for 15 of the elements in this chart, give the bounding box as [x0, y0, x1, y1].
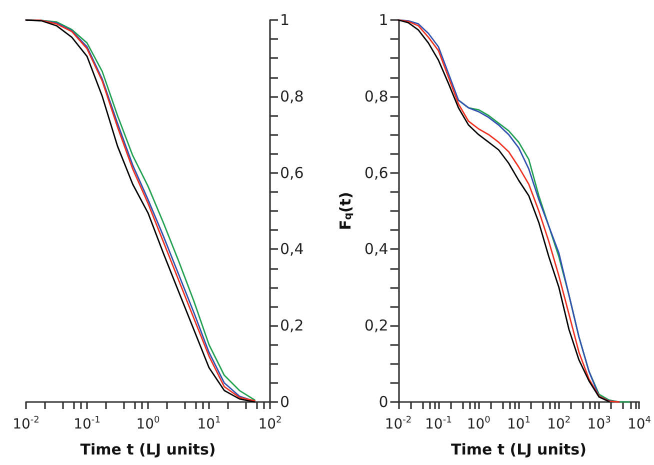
- y-tick-label: 0: [280, 393, 290, 411]
- y-tick-label: 1: [280, 11, 290, 29]
- y-tick-label: 0,4: [280, 240, 304, 258]
- y-tick-label: 0,2: [364, 316, 388, 335]
- x-axis-title: Time t (LJ units): [451, 440, 586, 458]
- y-axis-title: Fq(t): [336, 192, 354, 230]
- y-tick-label: 0: [378, 393, 388, 411]
- y-tick-label: 0,8: [280, 87, 304, 106]
- y-tick-label: 0,8: [364, 87, 388, 106]
- x-axis-title: Time t (LJ units): [80, 440, 216, 458]
- y-tick-label: 0,4: [364, 240, 388, 258]
- y-tick-label: 1: [378, 11, 388, 29]
- y-tick-label: 0,6: [280, 164, 304, 182]
- y-tick-label: 0,2: [280, 316, 304, 335]
- y-tick-label: 0,6: [364, 164, 388, 182]
